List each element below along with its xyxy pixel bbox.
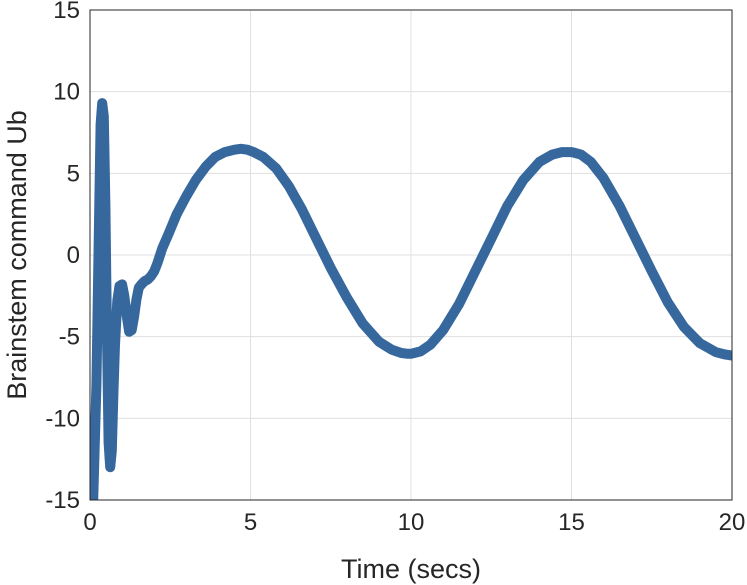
y-tick-label: 15 [53,0,80,24]
axes-box [89,9,733,501]
y-tick-label: -10 [45,405,80,432]
x-tick-label: 15 [558,509,585,536]
x-tick-label: 10 [398,509,425,536]
series-line [90,98,732,500]
x-tick-label: 20 [719,509,746,536]
y-axis-label: Brainstem command Ub [2,110,32,400]
y-tick-label: 0 [67,242,80,269]
y-tick-label: 10 [53,79,80,106]
y-tick-label: 5 [67,160,80,187]
x-tick-label: 5 [244,509,257,536]
y-tick-labels: -15 -10 -5 0 5 10 15 [45,0,80,514]
x-tick-label: 0 [83,509,96,536]
x-tick-labels: 0 5 10 15 20 [83,509,745,536]
grid-lines [90,10,732,500]
series-layer [90,98,732,500]
x-axis-label: Time (secs) [341,554,481,584]
y-tick-label: -15 [45,487,80,514]
y-tick-label: -5 [59,324,80,351]
